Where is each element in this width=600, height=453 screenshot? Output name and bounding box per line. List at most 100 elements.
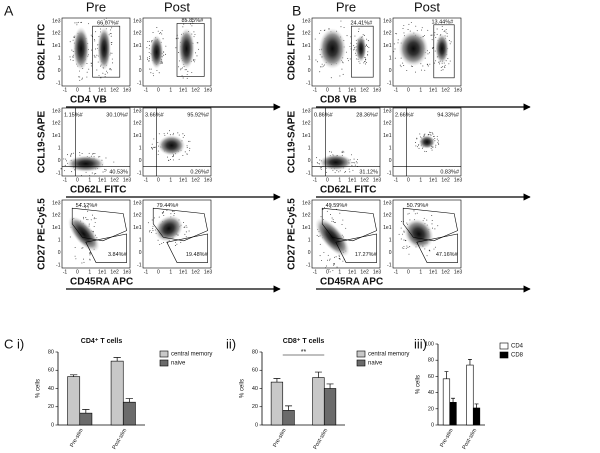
gate-label: 94.33%# [437,112,460,118]
y-tick-label: 0 [308,68,311,74]
event-dot [188,230,190,232]
event-dot [93,218,95,220]
event-dot [441,29,443,30]
event-dot [402,27,404,29]
y-tick-label: 1e2 [52,31,61,37]
x-tick-label: -1 [394,269,399,275]
event-dot [178,60,180,62]
density [97,26,111,71]
event-dot [82,77,83,79]
legend-label: CD8 [511,353,524,359]
event-dot [161,212,163,214]
event-dot [151,219,153,221]
event-dot [183,23,185,25]
event-dot [178,158,180,160]
gate [92,25,121,78]
event-dot [191,25,193,27]
event-dot [427,64,429,66]
flow-plot: 1.15%# 30.10%#40.53%-1 0 1 1e1 1e2 1e31e31e21e… [52,107,132,183]
event-dot [424,69,426,71]
event-dot [185,69,187,71]
gate-label: 85.85%# [181,18,204,24]
event-dot [398,233,400,235]
x-tick-label: -1 [394,177,399,183]
event-dot [83,206,85,208]
event-dot [67,154,68,156]
gate [166,233,208,263]
event-dot [319,159,321,161]
event-dot [367,40,369,42]
event-dot [342,62,344,64]
event-dot [169,134,171,136]
event-dot [333,264,335,266]
y-tick-label: 80 [48,349,54,355]
event-dot [400,238,402,240]
event-dot [342,73,344,75]
panel-label: iii) [414,336,427,351]
event-dot [339,258,341,260]
x-tick-label: 1e3 [123,177,132,183]
x-tick-label: 1e2 [110,269,119,275]
event-dot [103,19,105,21]
event-dot [81,153,83,155]
x-tick-label: 1e2 [191,177,200,183]
event-dot [159,33,161,35]
event-dot [328,268,330,270]
event-dot [76,22,78,24]
event-dot [421,29,422,31]
x-axis-title: CD4 VB [70,95,107,106]
event-dot [428,249,430,251]
y-axis-title: CCL19-SAPE [287,111,298,174]
event-dot [427,29,429,31]
event-dot [72,56,74,58]
event-dot [319,167,321,169]
event-dot [427,53,429,55]
y-tick-label: 80 [428,358,434,364]
event-dot [426,255,428,257]
event-dot [97,156,99,158]
x-tick-label: 1 [169,269,172,275]
event-dot [182,133,184,135]
event-dot [83,218,84,220]
x-tick-label: 1 [169,87,172,93]
event-dot [403,248,405,249]
y-tick-label: 1e3 [302,108,311,114]
y-tick-label: 1e3 [133,200,142,206]
x-tick-label: 1e2 [441,269,450,275]
event-dot [193,61,195,63]
gate-label: 30.10%# [106,112,129,118]
event-dot [180,68,182,70]
event-dot [347,57,349,59]
event-dot [437,225,439,227]
event-dot [331,151,332,153]
event-dot [92,153,94,155]
event-dot [440,67,442,68]
y-tick-label: 1 [139,56,142,62]
event-dot [152,230,154,232]
y-tick-label: 1e3 [383,18,392,24]
event-dot [441,66,443,68]
gate [71,207,127,242]
event-dot [354,48,356,50]
y-tick-label: 1 [308,146,311,152]
event-dot [70,59,72,61]
event-dot [414,213,416,215]
gate-label: 50.79%# [407,203,430,209]
event-dot [90,219,92,221]
y-tick-label: 40 [252,386,258,392]
event-dot [338,255,340,257]
gate-label: 0.83%# [440,169,460,175]
event-dot [173,213,175,214]
bar [270,381,284,426]
event-dot [429,131,431,133]
event-dot [163,54,165,56]
y-tick-label: 1e3 [52,200,61,206]
event-dot [154,146,156,148]
event-dot [153,75,155,77]
event-dot [362,34,364,36]
x-tick-label: -1 [313,177,318,183]
y-tick-label: -1 [306,80,311,86]
event-dot [159,244,161,245]
event-dot [79,154,81,156]
event-dot [72,39,74,41]
